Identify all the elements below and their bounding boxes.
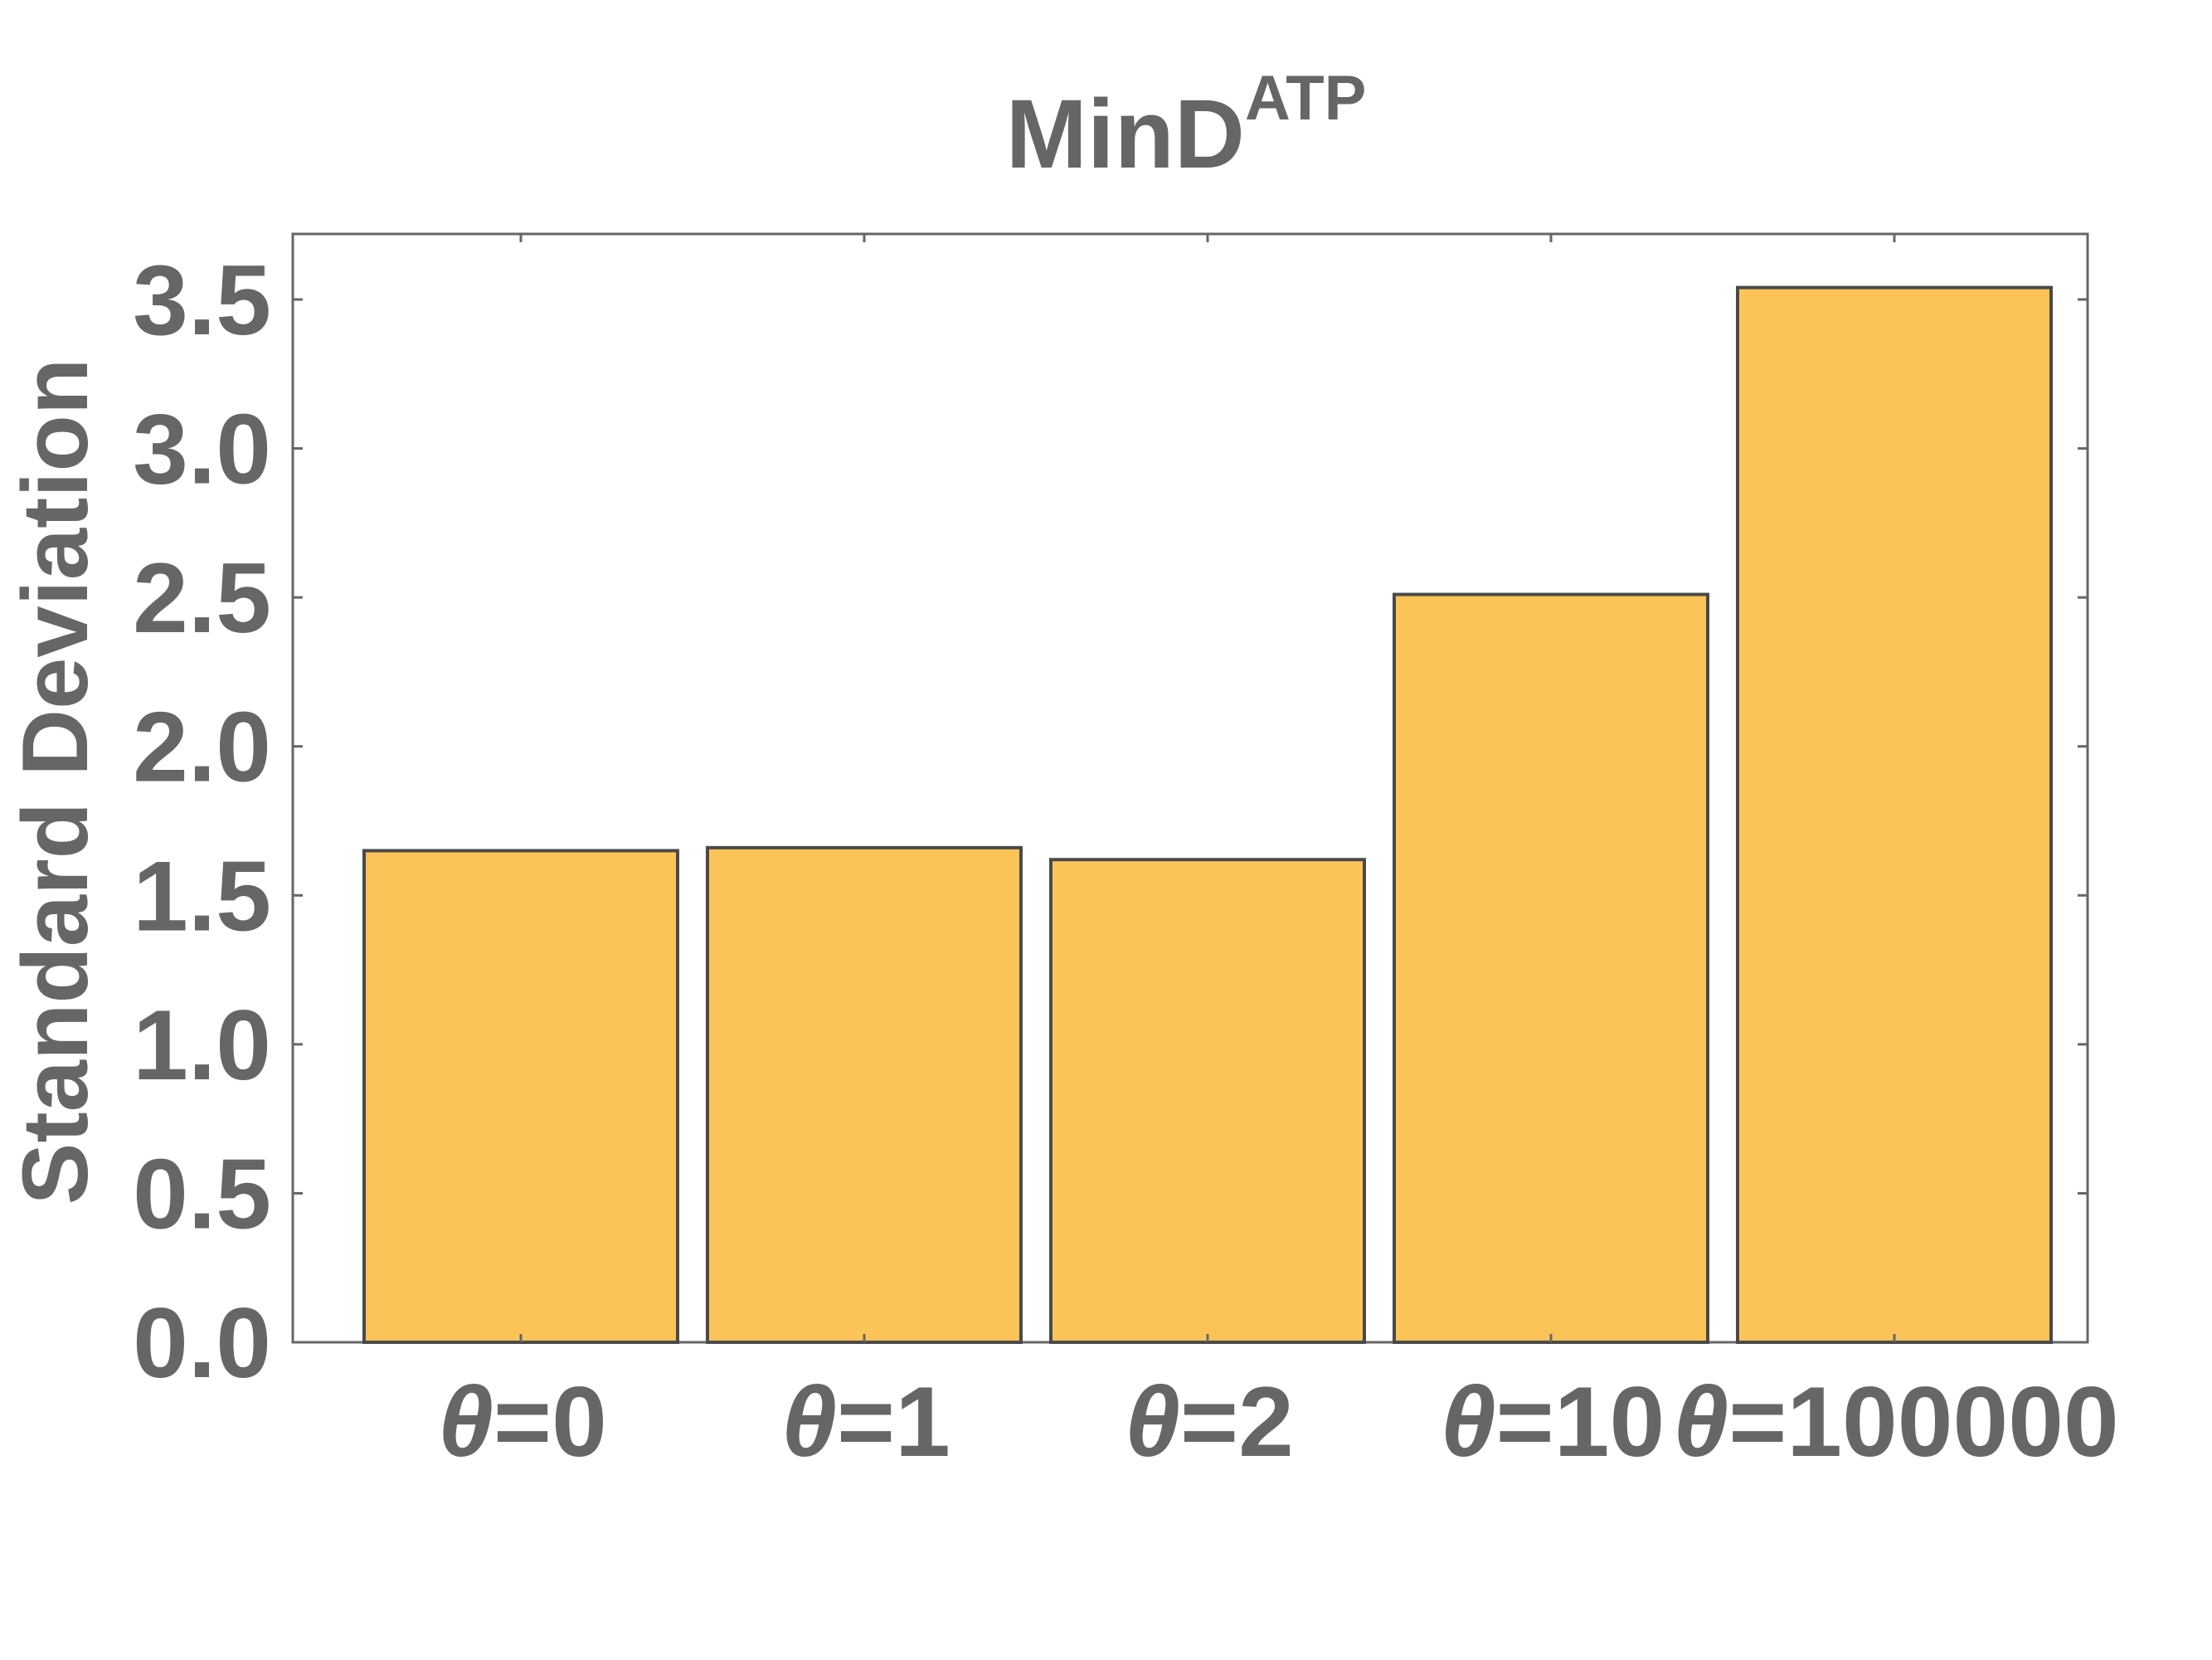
x-tick-label-value: =0 xyxy=(493,1366,607,1477)
x-tick-label-value: =10 xyxy=(1496,1366,1665,1477)
x-tick-label-value: =2 xyxy=(1180,1366,1294,1477)
x-tick-label: θ=100000 xyxy=(1673,1366,2118,1477)
x-tick-label-symbol: θ xyxy=(781,1366,837,1477)
y-tick-label: 2.5 xyxy=(133,543,271,654)
chart-title-main: MinD xyxy=(1006,80,1245,189)
x-tick-label-symbol: θ xyxy=(1441,1366,1496,1477)
y-tick-label: 0.0 xyxy=(133,1288,271,1399)
y-axis-label: Standard Deviation xyxy=(3,358,107,1205)
bar xyxy=(362,849,679,1344)
bar xyxy=(1049,858,1366,1345)
bar xyxy=(1736,285,2053,1345)
x-tick-label: θ=0 xyxy=(438,1366,607,1477)
y-tick-label: 2.0 xyxy=(133,692,271,803)
chart-title-superscript: ATP xyxy=(1245,63,1366,134)
y-tick-label: 0.5 xyxy=(133,1138,271,1249)
x-tick-label-symbol: θ xyxy=(1673,1366,1728,1477)
x-tick-label-symbol: θ xyxy=(1125,1366,1180,1477)
x-tick-label-value: =1 xyxy=(837,1366,950,1477)
x-tick-label-value: =100000 xyxy=(1728,1366,2119,1477)
x-tick-label: θ=1 xyxy=(781,1366,950,1477)
y-tick-label: 1.0 xyxy=(133,990,271,1101)
x-tick-label-symbol: θ xyxy=(438,1366,493,1477)
bar xyxy=(1393,592,1709,1344)
y-tick-label: 3.5 xyxy=(133,245,271,356)
bar xyxy=(706,845,1023,1344)
x-tick-label: θ=10 xyxy=(1441,1366,1665,1477)
y-tick-label: 3.0 xyxy=(133,394,271,505)
x-tick-label: θ=2 xyxy=(1125,1366,1294,1477)
plot-area: θ=0 θ=1 θ=2 θ=10 θ=1000000.00.51.01.52.02.53… xyxy=(133,232,2119,1477)
chart-title: MinDATP xyxy=(1006,63,1367,189)
y-tick-label: 1.5 xyxy=(133,840,271,952)
